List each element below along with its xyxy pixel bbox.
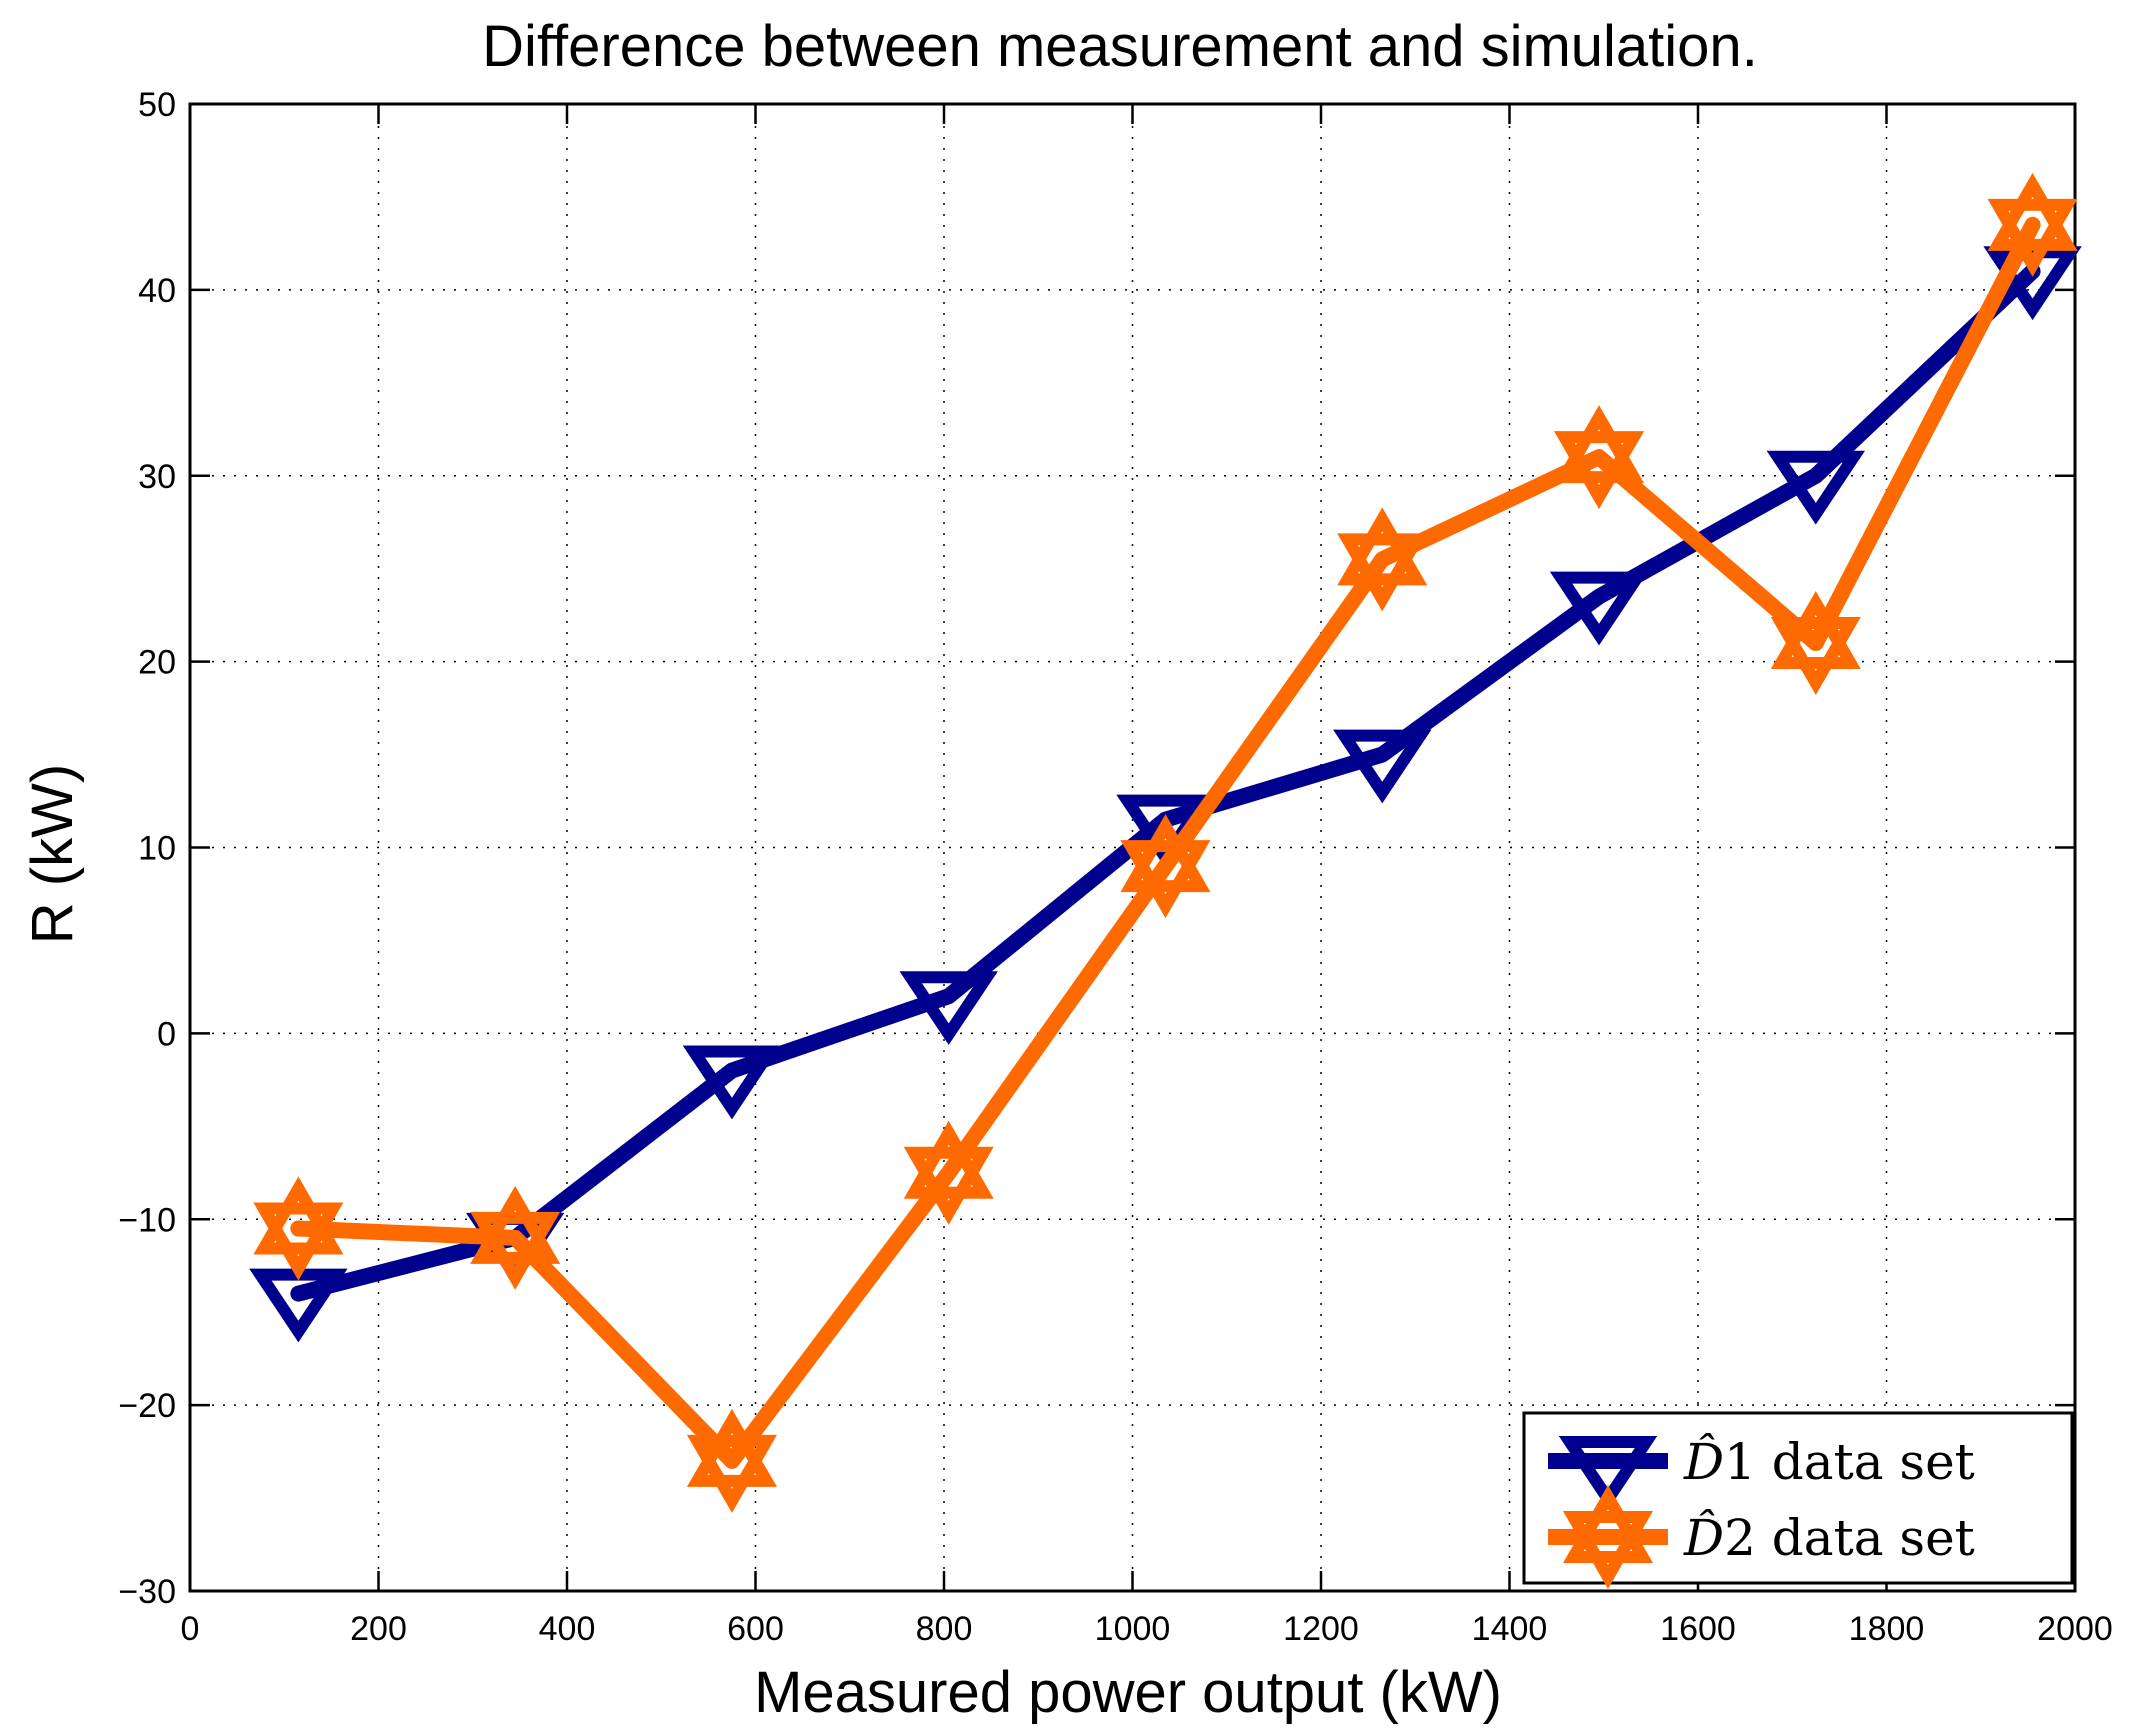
hexagram-up-triangle [903,1120,994,1199]
hexagram-down-triangle [686,1434,777,1513]
legend-symbol: D̂ [1683,1508,1724,1567]
x-tick-label: 1200 [1283,1610,1359,1648]
y-tick-label: −30 [118,1573,176,1611]
data-series [249,172,2082,1513]
x-tick-label: 1000 [1095,1610,1171,1648]
series-2 [253,172,2078,1513]
hexagram-down-triangle [1770,617,1861,696]
y-tick-label: 50 [138,86,176,124]
hexagram-up-triangle [470,1185,561,1264]
legend-index: 2 data set [1724,1509,1975,1567]
tick-labels: 0 200 400 600 800 1000 1200 1400 1600 1800 2000−30… [118,86,2113,1648]
legend-item-1: D̂1 data set [1548,1432,1975,1510]
y-tick-label: 0 [157,1015,176,1053]
x-tick-label: 800 [916,1610,973,1648]
legend-marker [1562,1484,1654,1590]
x-axis-label: Measured power output (kW) [754,1660,1502,1725]
data-point [1120,814,1211,919]
x-tick-label: 200 [350,1610,407,1648]
hexagram-up-triangle [1562,1484,1654,1563]
data-point [470,1185,561,1290]
data-point [1983,246,2082,321]
legend-index: 1 data set [1724,1433,1975,1491]
data-point [899,971,998,1046]
x-tick-label: 2000 [2037,1610,2113,1648]
hexagram-up-triangle [1770,591,1861,670]
data-point [1770,591,1861,696]
x-tick-label: 600 [727,1610,784,1648]
data-point [253,1176,344,1281]
y-tick-label: −10 [118,1201,176,1239]
x-tick-label: 1600 [1660,1610,1736,1648]
hexagram-down-triangle [1554,431,1645,510]
data-point [903,1120,994,1225]
hexagram-down-triangle [1562,1511,1654,1590]
data-point [1987,172,2078,277]
data-point [1549,571,1649,646]
hexagram-up-triangle [1554,405,1645,484]
hexagram-down-triangle [1987,198,2078,277]
y-tick-label: 30 [138,458,176,496]
x-tick-label: 1400 [1472,1610,1548,1648]
x-tick-label: 400 [539,1610,596,1648]
y-tick-label: 20 [138,644,176,682]
y-tick-label: −20 [118,1387,176,1425]
series-line [290,216,2041,1469]
data-point [682,1045,782,1120]
hexagram-up-triangle [1120,814,1211,893]
legend-symbol: D̂ [1683,1432,1724,1491]
hexagram-down-triangle [470,1211,561,1290]
hexagram-down-triangle [1337,533,1428,612]
y-axis-label: R (kW) [20,764,85,944]
y-tick-label: 10 [138,830,176,868]
legend-label: D̂1 data set [1683,1432,1975,1491]
x-tick-label: 0 [181,1610,200,1648]
chart-title: Difference between measurement and simul… [482,14,1758,79]
data-point [1333,729,1432,804]
y-tick-label: 40 [138,272,176,310]
x-tick-label: 1800 [1849,1610,1925,1648]
hexagram-up-triangle [253,1176,344,1255]
legend-marker [1558,1436,1658,1510]
legend-label: D̂2 data set [1683,1508,1975,1567]
legend-item-2: D̂2 data set [1548,1484,1975,1590]
hexagram-down-triangle [903,1146,994,1225]
hexagram-up-triangle [1337,507,1428,586]
data-point [1337,507,1428,612]
data-point [1766,450,1866,525]
hexagram-up-triangle [686,1408,777,1487]
hexagram-down-triangle [253,1202,344,1281]
hexagram-down-triangle [1120,840,1211,919]
hexagram-up-triangle [1987,172,2078,251]
data-point [686,1408,777,1513]
data-point [1554,405,1645,510]
